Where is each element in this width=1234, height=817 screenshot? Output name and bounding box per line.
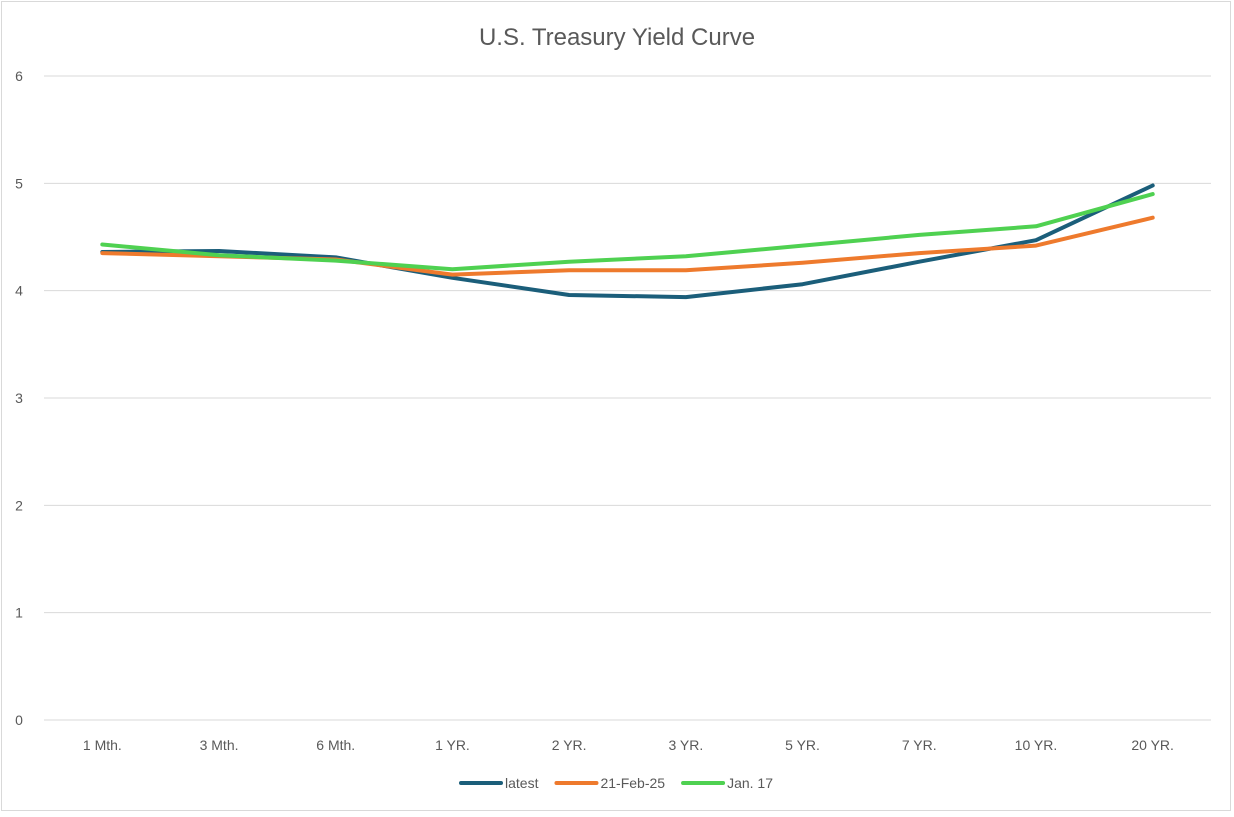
y-tick-label: 6 bbox=[15, 68, 23, 84]
y-tick-label: 5 bbox=[15, 175, 23, 191]
gridlines bbox=[44, 75, 1211, 721]
legend: latest 21-Feb-25 Jan. 17 bbox=[459, 775, 773, 791]
series-lines bbox=[100, 183, 1155, 300]
x-tick-label: 2 YR. bbox=[552, 737, 587, 753]
y-tick-label: 1 bbox=[15, 605, 23, 621]
x-tick-label: 1 YR. bbox=[435, 737, 470, 753]
legend-item: 21-Feb-25 bbox=[554, 775, 665, 791]
x-tick-label: 1 Mth. bbox=[83, 737, 122, 753]
legend-item: latest bbox=[459, 775, 539, 791]
x-axis-ticks: 1 Mth. 3 Mth. 6 Mth. 1 YR. 2 YR. 3 YR. 5 YR. 7 … bbox=[83, 737, 1174, 753]
x-tick-label: 3 Mth. bbox=[200, 737, 239, 753]
legend-item: Jan. 17 bbox=[681, 775, 773, 791]
x-tick-label: 10 YR. bbox=[1015, 737, 1058, 753]
series-line-jan-17 bbox=[100, 192, 1155, 272]
y-tick-label: 2 bbox=[15, 497, 23, 513]
x-tick-label: 5 YR. bbox=[785, 737, 820, 753]
y-tick-label: 4 bbox=[15, 283, 23, 299]
x-tick-label: 6 Mth. bbox=[316, 737, 355, 753]
x-tick-label: 3 YR. bbox=[668, 737, 703, 753]
y-axis-ticks: 0 1 2 3 4 5 6 bbox=[15, 68, 23, 728]
series-line-latest bbox=[100, 183, 1155, 300]
y-tick-label: 0 bbox=[15, 712, 23, 728]
x-tick-label: 7 YR. bbox=[902, 737, 937, 753]
y-tick-label: 3 bbox=[15, 390, 23, 406]
legend-label: latest bbox=[505, 775, 539, 791]
legend-label: Jan. 17 bbox=[727, 775, 773, 791]
legend-label: 21-Feb-25 bbox=[600, 775, 665, 791]
chart-title: U.S. Treasury Yield Curve bbox=[479, 24, 755, 51]
x-tick-label: 20 YR. bbox=[1131, 737, 1174, 753]
